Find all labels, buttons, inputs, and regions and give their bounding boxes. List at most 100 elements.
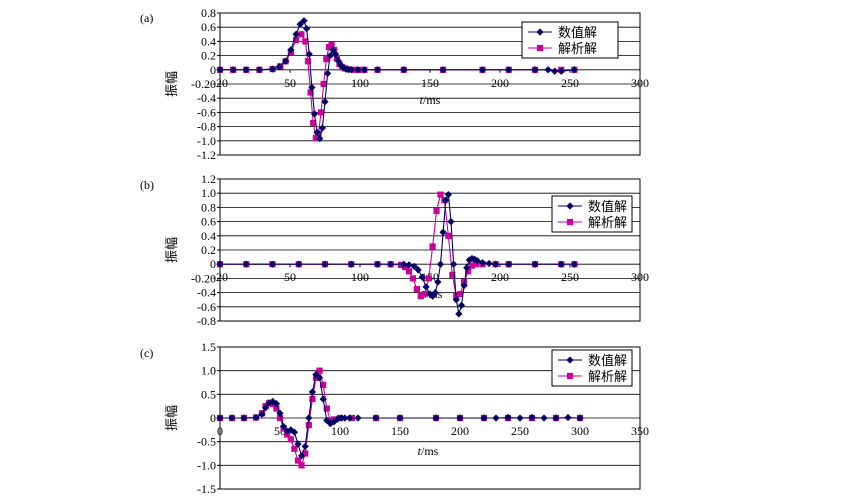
data-point xyxy=(456,414,464,422)
legend-entry-label: 解析解 xyxy=(588,215,627,230)
data-point xyxy=(318,124,326,132)
data-point xyxy=(308,388,317,396)
data-point xyxy=(282,57,290,65)
data-point xyxy=(442,196,450,204)
data-point xyxy=(436,260,445,268)
data-point xyxy=(261,403,270,412)
data-point xyxy=(460,281,468,290)
data-point xyxy=(492,414,500,422)
data-point xyxy=(437,191,444,198)
data-point xyxy=(425,275,432,282)
data-point xyxy=(287,46,295,54)
y-tick-label: 1.5 xyxy=(201,340,216,354)
data-point xyxy=(557,260,565,268)
data-point xyxy=(570,66,578,74)
data-point xyxy=(323,416,331,424)
y-tick-label: -0.6 xyxy=(197,300,216,314)
y-tick-label: 0.6 xyxy=(201,215,216,229)
data-point xyxy=(564,413,572,422)
data-point xyxy=(505,66,513,74)
y-tick-label: 0.2 xyxy=(201,243,216,257)
data-point xyxy=(576,414,584,422)
legend-swatch-marker xyxy=(536,28,544,36)
legend-box xyxy=(551,195,633,233)
x-tick-label: 200 xyxy=(451,424,469,438)
data-point xyxy=(372,414,380,422)
data-point xyxy=(445,232,452,239)
data-point xyxy=(570,260,578,268)
data-point xyxy=(405,261,413,269)
data-point xyxy=(455,310,463,318)
x-tick-label: 150 xyxy=(421,76,439,90)
x-tick-label: 200 xyxy=(491,76,509,90)
data-point xyxy=(308,83,316,92)
x-axis-label: t/ms xyxy=(418,444,439,458)
y-tick-label: 0.8 xyxy=(201,6,216,20)
y-tick-label: 1.0 xyxy=(201,186,216,200)
data-point xyxy=(400,66,408,74)
y-axis-label: 振幅 xyxy=(164,237,179,263)
data-point xyxy=(354,414,362,422)
data-point xyxy=(400,260,408,268)
data-point xyxy=(317,109,325,116)
x-tick-label: -20 xyxy=(212,76,228,90)
data-point xyxy=(480,414,488,422)
data-point xyxy=(298,462,305,469)
x-tick-label: 150 xyxy=(391,424,409,438)
data-point xyxy=(531,260,539,268)
y-tick-label: 0.6 xyxy=(201,20,216,34)
data-point xyxy=(305,421,312,429)
data-point xyxy=(321,260,329,268)
data-point xyxy=(413,285,420,293)
x-tick-label: 0 xyxy=(217,424,223,438)
data-point xyxy=(331,50,340,58)
data-point xyxy=(444,190,452,199)
data-point xyxy=(439,66,447,74)
x-tick-label: -20 xyxy=(212,270,228,284)
data-point xyxy=(312,370,320,379)
y-tick-label: 1.0 xyxy=(201,364,216,378)
data-point xyxy=(301,442,309,451)
data-point xyxy=(345,414,354,422)
data-point xyxy=(321,98,329,106)
legend-swatch-marker xyxy=(566,202,574,210)
panel-label: (c) xyxy=(140,346,153,360)
x-tick-label: 100 xyxy=(351,76,369,90)
y-tick-label: -0.4 xyxy=(197,286,216,300)
data-point xyxy=(292,30,300,38)
series-line xyxy=(220,192,575,315)
data-point xyxy=(279,422,288,431)
data-point xyxy=(409,275,417,282)
data-point xyxy=(439,228,447,236)
data-point xyxy=(275,63,283,71)
y-tick-label: 0.4 xyxy=(201,34,216,48)
data-point xyxy=(316,367,323,374)
data-point xyxy=(463,264,471,272)
x-tick-label: 250 xyxy=(511,424,529,438)
data-point xyxy=(414,266,422,274)
series-numerical xyxy=(216,17,578,143)
data-point xyxy=(320,80,327,88)
data-point xyxy=(297,452,306,460)
data-point xyxy=(341,414,349,422)
data-point xyxy=(216,66,224,74)
chart-panel-3: 1.51.00.50-0.5-1.0-1.50 50 100 150 200 250 300… xyxy=(140,340,649,496)
data-point xyxy=(544,66,552,74)
data-point xyxy=(252,413,260,422)
y-tick-label: -0.20 xyxy=(191,271,216,285)
data-point xyxy=(449,271,456,278)
data-point xyxy=(405,268,413,275)
data-point xyxy=(528,413,536,422)
data-point xyxy=(422,283,430,291)
series-line xyxy=(220,19,575,141)
data-point xyxy=(396,414,404,422)
data-point xyxy=(324,69,332,77)
legend-swatch-marker xyxy=(566,372,574,380)
data-point xyxy=(457,290,464,298)
data-point xyxy=(410,262,418,270)
data-point xyxy=(432,414,440,422)
x-tick-label: 300 xyxy=(571,424,589,438)
data-point xyxy=(255,66,263,74)
